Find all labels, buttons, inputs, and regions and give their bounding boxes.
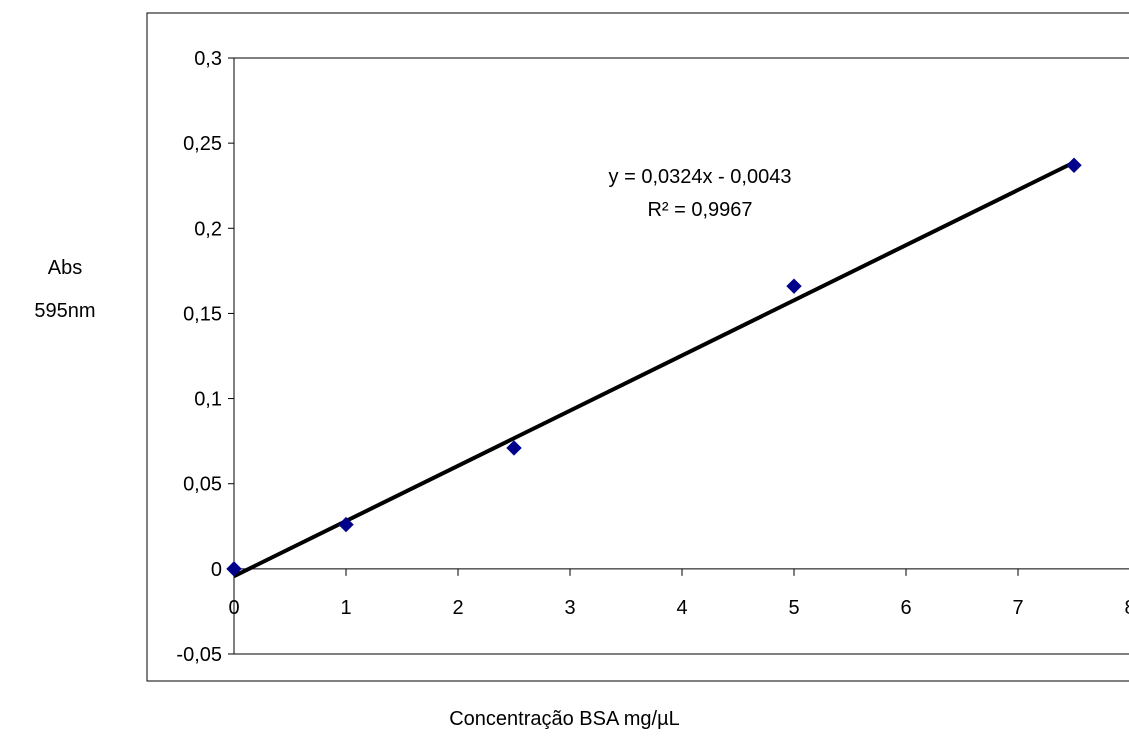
data-point	[506, 440, 522, 456]
trendline	[233, 160, 1075, 578]
x-axis-title: Concentração BSA mg/µL	[449, 708, 680, 730]
x-tick-label: 0	[228, 597, 239, 619]
data-point	[1066, 157, 1082, 173]
x-tick-label: 5	[788, 597, 799, 619]
y-axis-label-line2: 595nm	[34, 300, 96, 322]
data-points	[226, 157, 1082, 577]
trendline-r-squared: R² = 0,9967	[647, 199, 753, 221]
x-tick-label: 8	[1124, 597, 1129, 619]
x-tick-label: 2	[452, 597, 463, 619]
y-axis-label-line1: Abs	[47, 257, 83, 279]
data-point	[338, 516, 354, 533]
trendline-equation: y = 0,0324x - 0,0043	[608, 166, 792, 188]
x-tick-label: 6	[900, 597, 911, 619]
data-point	[226, 561, 242, 577]
x-tick-label: 7	[1012, 597, 1023, 619]
y-tick-label: 0,3	[194, 48, 222, 70]
y-tick-label: 0,1	[194, 389, 222, 411]
y-tick-label: -0,05	[176, 644, 222, 666]
trendline-line	[233, 160, 1075, 578]
y-tick-label: 0,15	[183, 303, 222, 325]
x-tick-label: 1	[340, 597, 351, 619]
y-tick-label: 0	[211, 559, 222, 581]
x-tick-label: 4	[676, 597, 687, 619]
y-tick-label: 0,2	[194, 218, 222, 240]
data-point	[786, 278, 802, 294]
y-tick-label: 0,05	[183, 474, 222, 496]
axes: -0,05 0 0,05 0,1 0,15 0,2 0,25 0,3 0 1 2 3 4 5 6 7 8	[176, 48, 1129, 666]
chart-border	[146, 12, 1129, 682]
y-tick-label: 0,25	[183, 133, 222, 155]
x-tick-label: 3	[564, 597, 575, 619]
